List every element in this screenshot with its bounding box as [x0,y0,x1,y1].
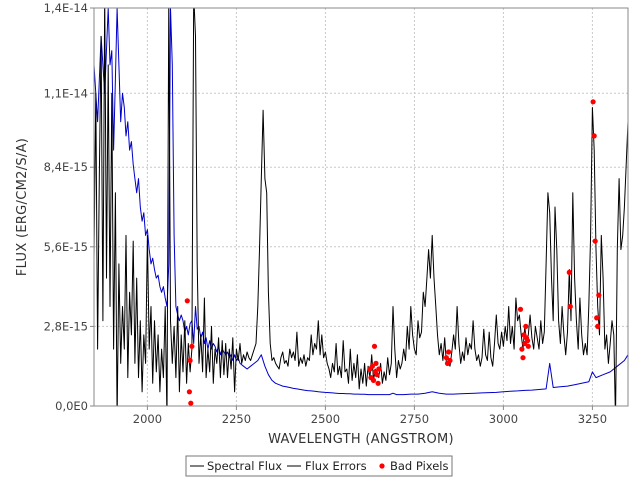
bad-pixel-point [371,343,378,349]
bad-pixel-point [186,389,192,395]
plot-frame [93,7,629,407]
bad-pixel-point [374,372,380,378]
bad-pixel-point [567,303,573,310]
legend-item-spectral-flux: Spectral Flux [190,459,282,473]
legend-label-flux-errors: Flux Errors [305,459,367,473]
bad-pixel-point [517,306,524,312]
bad-pixel-point [566,269,572,275]
x-axis-ticks: 2000 2250 2500 2750 3000 3250 [133,406,607,426]
x-axis-title: WAVELENGTH (ANGSTROM) [268,432,454,447]
bad-pixel-point [523,323,529,329]
y-tick-label: 0,0E0 [55,399,88,413]
bad-pixel-point [375,380,381,386]
legend-box [185,455,453,477]
legend-item-bad-pixels: Bad Pixels [379,459,448,473]
bad-pixel-point [446,349,452,355]
bad-pixel-point [595,323,601,329]
y-axis-ticks: 0,0E0 2,8E-15 5,6E-15 8,4E-15 1,1E-14 1,4E-14 [44,1,94,413]
grid-lines [94,8,628,406]
bad-pixel-point [525,338,531,344]
y-tick-label: 1,4E-14 [44,1,88,15]
legend-swatch-bad-pixels [379,463,385,469]
series-line-flux-errors [94,8,628,396]
x-tick-label: 3250 [578,412,607,426]
bad-pixel-point [187,357,193,364]
bad-pixel-point [519,346,525,352]
legend-label-bad-pixels: Bad Pixels [390,459,448,473]
bad-pixel-point [592,238,598,244]
bad-pixel-point [189,343,195,349]
bad-pixel-point [596,292,602,298]
legend-label-spectral-flux: Spectral Flux [207,459,282,473]
y-tick-label: 2,8E-15 [44,319,88,333]
legend-item-flux-errors: Flux Errors [287,459,367,473]
series-layer [94,8,628,406]
bad-pixel-point [370,377,377,383]
bad-pixel-point [376,366,382,372]
bad-pixel-point [590,99,596,105]
x-tick-label: 2250 [222,412,251,426]
bad-pixel-point [443,355,449,361]
legend: Spectral Flux Flux Errors Bad Pixels [185,455,453,477]
x-tick-label: 2750 [400,412,429,426]
bad-pixel-point [184,298,190,304]
series-line-spectral-flux [94,8,628,406]
bad-pixel-point [373,360,379,366]
x-tick-label: 2000 [133,412,162,426]
y-tick-label: 5,6E-15 [44,240,88,254]
y-tick-label: 1,1E-14 [44,86,88,100]
bad-pixel-point [188,400,194,406]
x-tick-label: 3000 [489,412,518,426]
y-axis-title: FLUX (ERG/CM2/S/A) [15,138,30,276]
y-tick-label: 8,4E-15 [44,160,88,174]
bad-pixel-point [369,363,375,369]
x-tick-label: 2500 [311,412,340,426]
bad-pixel-point [525,343,531,349]
bad-pixel-point [591,133,597,139]
bad-pixel-point [594,315,600,321]
bad-pixel-point [447,357,453,364]
bad-pixel-point [520,355,526,361]
